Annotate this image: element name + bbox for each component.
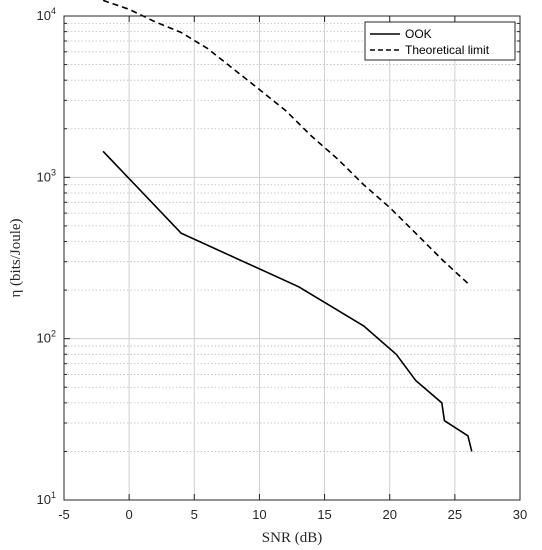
y-tick-label: 102 [37,329,56,346]
grid [64,16,520,500]
series-line-theoretical-limit [102,0,469,285]
y-axis-label: η (bits/Joule) [8,218,24,297]
y-tick-label: 104 [37,6,56,23]
x-tick-label: 10 [252,507,266,522]
x-tick-label: -5 [58,507,70,522]
x-tick-label: 25 [448,507,462,522]
y-tick-label: 101 [37,490,56,507]
tick-labels: 101 102 103 104 -5 0 5 10 15 20 25 30 [37,6,528,522]
series-layer [102,0,473,452]
legend: OOK Theoretical limit [364,21,516,61]
legend-label-ook: OOK [405,27,432,41]
x-tick-label: 0 [126,507,133,522]
y-tick-label: 103 [37,167,56,184]
x-tick-label: 5 [191,507,198,522]
series-line-ook [102,150,473,452]
plot-frame [63,15,521,501]
plot-area [64,16,520,500]
legend-box [364,21,516,61]
x-tick-label: 30 [513,507,527,522]
x-tick-label: 20 [382,507,396,522]
x-tick-label: 15 [317,507,331,522]
x-axis-label: SNR (dB) [262,530,322,546]
ticks [63,15,521,501]
legend-label-theoretical: Theoretical limit [405,43,490,57]
